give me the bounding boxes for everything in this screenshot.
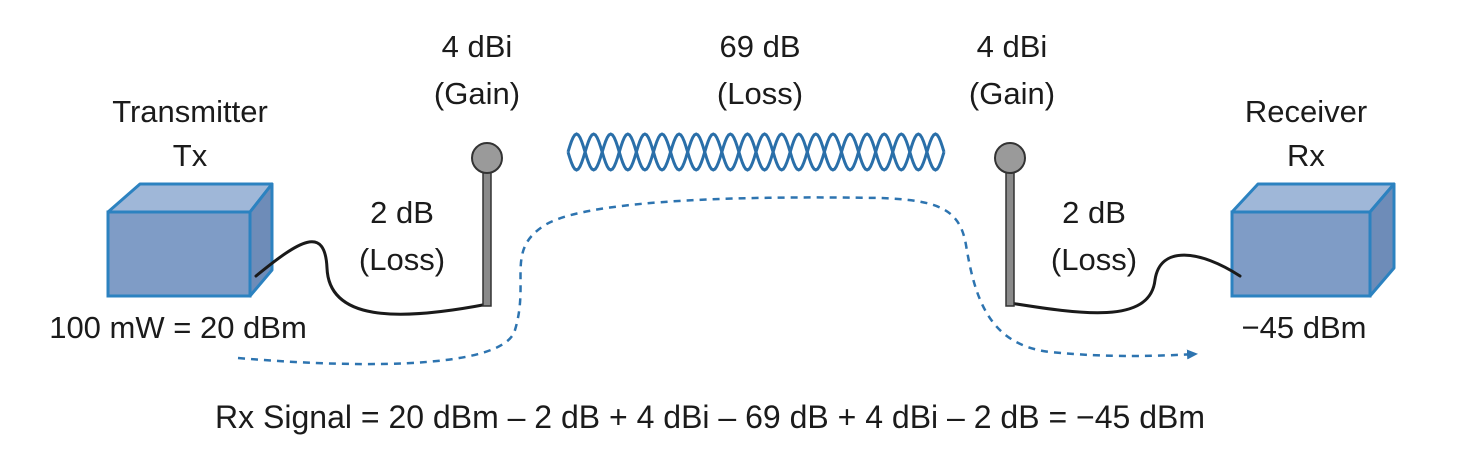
transmitter-abbr: Tx [173,138,208,173]
receiver-box-front [1230,210,1372,298]
rx-signal-formula: Rx Signal = 20 dBm – 2 dB + 4 dBi – 69 d… [215,399,1205,435]
rx-cable-type: (Loss) [1051,242,1137,277]
receiver-name: Receiver [1245,94,1367,129]
rx-antenna-mast [1005,167,1015,307]
free-space-wave [566,132,946,172]
rx-antenna-value: 4 dBi [977,29,1048,64]
tx-antenna-type: (Gain) [434,76,520,111]
free-space-value: 69 dB [719,29,800,64]
tx-antenna-value: 4 dBi [442,29,513,64]
rx-antenna-type: (Gain) [969,76,1055,111]
signal-path-arrow [237,196,1198,366]
receiver-box-top [1230,182,1396,214]
receiver-box [1230,182,1396,298]
receiver-abbr: Rx [1287,138,1325,173]
tx-antenna [471,142,503,307]
rx-antenna [994,142,1026,307]
rx-cable [1008,253,1242,315]
transmitter-box [106,182,274,298]
tx-antenna-mast [482,167,492,307]
transmitter-power: 100 mW = 20 dBm [49,310,307,345]
transmitter-box-front [106,210,252,298]
tx-cable-value: 2 dB [370,195,434,230]
free-space-type: (Loss) [717,76,803,111]
transmitter-box-top [106,182,274,214]
receiver-power: −45 dBm [1242,310,1367,345]
wave-strand-b [566,132,946,172]
tx-cable-type: (Loss) [359,242,445,277]
transmitter-name: Transmitter [112,94,268,129]
tx-antenna-head [471,142,503,174]
tx-cable [254,240,490,316]
rx-cable-value: 2 dB [1062,195,1126,230]
rx-antenna-head [994,142,1026,174]
